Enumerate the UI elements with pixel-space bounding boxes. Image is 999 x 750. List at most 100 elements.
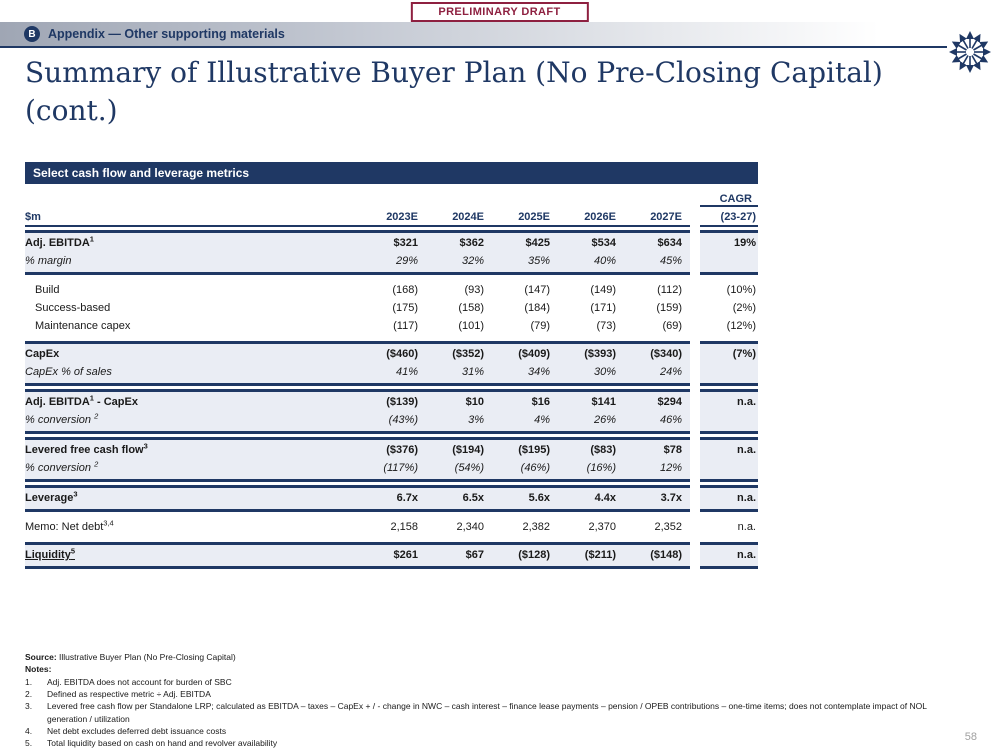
- notes-label: Notes:: [25, 664, 52, 675]
- row-label: % conversion 2: [25, 459, 99, 474]
- table-cell: ($409): [518, 348, 550, 360]
- row-label: Levered free cash flow3: [25, 441, 148, 456]
- table-group: Memo: Net debt3,4 2,158 2,340 2,382 2,370 2,3…: [25, 515, 758, 539]
- note-text: Total liquidity based on cash on hand an…: [47, 738, 278, 749]
- page-title-line2: (cont.): [25, 94, 118, 127]
- footnotes: Source: Illustrative Buyer Plan (No Pre-…: [25, 651, 960, 750]
- table-row: % margin 29% 32% 35% 40% 45%: [25, 252, 690, 270]
- table-cell: (117%): [383, 462, 418, 474]
- column-header: 2024E: [452, 211, 484, 223]
- table-cell: 12%: [659, 462, 682, 474]
- table-cell: $261: [393, 549, 418, 561]
- table-cell: 4%: [534, 414, 550, 426]
- table-cell: 3%: [468, 414, 484, 426]
- table-cell: (46%): [520, 462, 550, 474]
- table-cell: (184): [524, 302, 550, 314]
- table-cell: $634: [657, 237, 682, 249]
- cagr-header: CAGR: [700, 192, 758, 207]
- cagr-cell: (7%): [732, 348, 756, 360]
- column-header: 2027E: [650, 211, 682, 223]
- table-cell: 2,382: [522, 521, 550, 533]
- table-cell: $294: [657, 396, 682, 408]
- row-label: Leverage3: [25, 489, 78, 504]
- column-header-row: $m 2023E 2024E 2025E 2026E 2027E (23-27): [25, 209, 758, 227]
- unit-label: $m: [25, 211, 41, 223]
- table-cell: ($139): [386, 396, 418, 408]
- table-row: CapEx ($460) ($352) ($409) ($393) ($340): [25, 345, 690, 363]
- column-header: 2025E: [518, 211, 550, 223]
- table-cell: 35%: [527, 255, 550, 267]
- section-badge: B: [24, 26, 40, 42]
- table-group: Liquidity5 $261 $67 ($128) ($211) ($148) n.a.: [25, 542, 758, 569]
- note-text: Net debt excludes deferred debt issuance…: [47, 725, 227, 736]
- table-cell: 3.7x: [660, 492, 682, 504]
- table-cell: ($83): [590, 444, 616, 456]
- table-cell: (159): [656, 302, 682, 314]
- table-cell: (54%): [454, 462, 484, 474]
- page-title-line1: Summary of Illustrative Buyer Plan (No P…: [25, 56, 883, 89]
- table-cell: ($340): [650, 348, 682, 360]
- table-cell: ($194): [452, 444, 484, 456]
- notes-list: 1. Adj. EBITDA does not account for burde…: [25, 676, 960, 750]
- table-row: CapEx % of sales 41% 31% 34% 30% 24%: [25, 363, 690, 381]
- cagr-cell: n.a.: [737, 492, 756, 504]
- table-cell: ($393): [584, 348, 616, 360]
- starburst-logo-icon: [947, 26, 993, 83]
- cagr-cell: (2%): [732, 302, 756, 314]
- note-item: 2. Defined as respective metric ÷ Adj. EB…: [25, 688, 960, 700]
- cagr-cell: 19%: [733, 237, 756, 249]
- table-cell: 29%: [395, 255, 418, 267]
- table-cell: 5.6x: [528, 492, 550, 504]
- table-cell: ($460): [386, 348, 418, 360]
- table-cell: 40%: [593, 255, 616, 267]
- column-header: 2023E: [386, 211, 418, 223]
- row-label: CapEx: [25, 348, 60, 360]
- cagr-subheader: (23-27): [700, 209, 758, 227]
- cagr-cell: n.a.: [737, 549, 756, 561]
- source-text: Illustrative Buyer Plan (No Pre-Closing …: [59, 652, 236, 662]
- table-cell: 2,370: [588, 521, 616, 533]
- table-cell: (158): [458, 302, 484, 314]
- table-cell: ($148): [650, 549, 682, 561]
- cagr-cell: (10%): [726, 284, 756, 296]
- row-label: Adj. EBITDA1: [25, 234, 94, 249]
- table-row: Leverage3 6.7x 6.5x 5.6x 4.4x 3.7x: [25, 489, 690, 507]
- row-label: % conversion 2: [25, 411, 99, 426]
- table-row: Maintenance capex (117) (101) (79) (73) (69): [25, 317, 690, 335]
- section-header-band: B Appendix — Other supporting materials: [0, 22, 999, 46]
- table-row: Adj. EBITDA1 $321 $362 $425 $534 $634: [25, 234, 690, 252]
- table-cell: 6.7x: [396, 492, 418, 504]
- table-cell: (79): [530, 320, 550, 332]
- row-label: Maintenance capex: [35, 320, 131, 332]
- table-cell: 2,340: [456, 521, 484, 533]
- table-cell: $362: [459, 237, 484, 249]
- table-cell: 32%: [461, 255, 484, 267]
- table-cell: $321: [393, 237, 418, 249]
- table-title-bar: Select cash flow and leverage metrics: [25, 162, 758, 184]
- row-label: Adj. EBITDA1 - CapEx: [25, 393, 138, 408]
- cagr-cell: (12%): [726, 320, 756, 332]
- table-cell: (117): [393, 320, 418, 332]
- cagr-cell: [700, 459, 758, 477]
- table-cell: (69): [662, 320, 682, 332]
- table-row: Success-based (175) (158) (184) (171) (159): [25, 299, 690, 317]
- note-number: 5.: [25, 738, 33, 749]
- cagr-cell: [700, 411, 758, 429]
- row-label: Success-based: [35, 302, 111, 314]
- table-cell: (43%): [388, 414, 418, 426]
- note-item: 4. Net debt excludes deferred debt issuan…: [25, 725, 960, 737]
- table-cell: ($128): [518, 549, 550, 561]
- note-number: 4.: [25, 725, 33, 736]
- table-row: Liquidity5 $261 $67 ($128) ($211) ($148): [25, 546, 690, 564]
- table-group: CapEx ($460) ($352) ($409) ($393) ($340) CapEx…: [25, 341, 758, 386]
- table-cell: $534: [591, 237, 616, 249]
- table-group: Levered free cash flow3 ($376) ($194) ($195…: [25, 437, 758, 482]
- table-cell: 2,158: [390, 521, 418, 533]
- table-cell: 6.5x: [462, 492, 484, 504]
- preliminary-draft-stamp: PRELIMINARY DRAFT: [410, 2, 589, 22]
- table-cell: $141: [591, 396, 616, 408]
- table-cell: (16%): [586, 462, 616, 474]
- table-cell: (175): [392, 302, 418, 314]
- table-cell: $10: [465, 396, 484, 408]
